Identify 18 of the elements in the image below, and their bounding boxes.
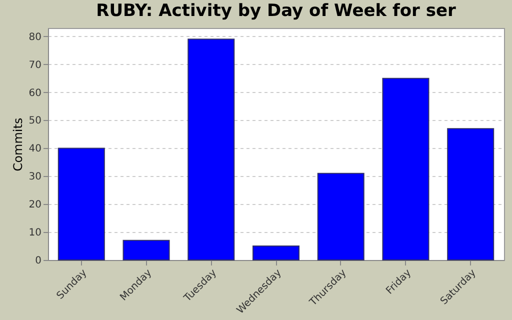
y-tick-label: 80 xyxy=(28,32,42,43)
bar xyxy=(447,128,494,260)
y-tick-label: 70 xyxy=(28,60,42,71)
y-tick-label: 20 xyxy=(28,200,42,211)
y-tick-label: 60 xyxy=(28,88,42,99)
bar xyxy=(382,78,430,260)
bar xyxy=(252,246,300,260)
chart-title: RUBY: Activity by Day of Week for ser xyxy=(96,1,456,21)
bar xyxy=(58,148,105,260)
y-tick-label: 40 xyxy=(28,144,42,155)
y-tick-label: 30 xyxy=(28,172,42,183)
y-tick-label: 50 xyxy=(28,116,42,127)
y-tick-label: 10 xyxy=(28,228,42,239)
y-axis-title: Commits xyxy=(10,118,25,172)
bar xyxy=(317,172,364,260)
bar xyxy=(122,240,170,260)
bar xyxy=(188,38,235,260)
y-tick-label: 0 xyxy=(35,256,42,266)
